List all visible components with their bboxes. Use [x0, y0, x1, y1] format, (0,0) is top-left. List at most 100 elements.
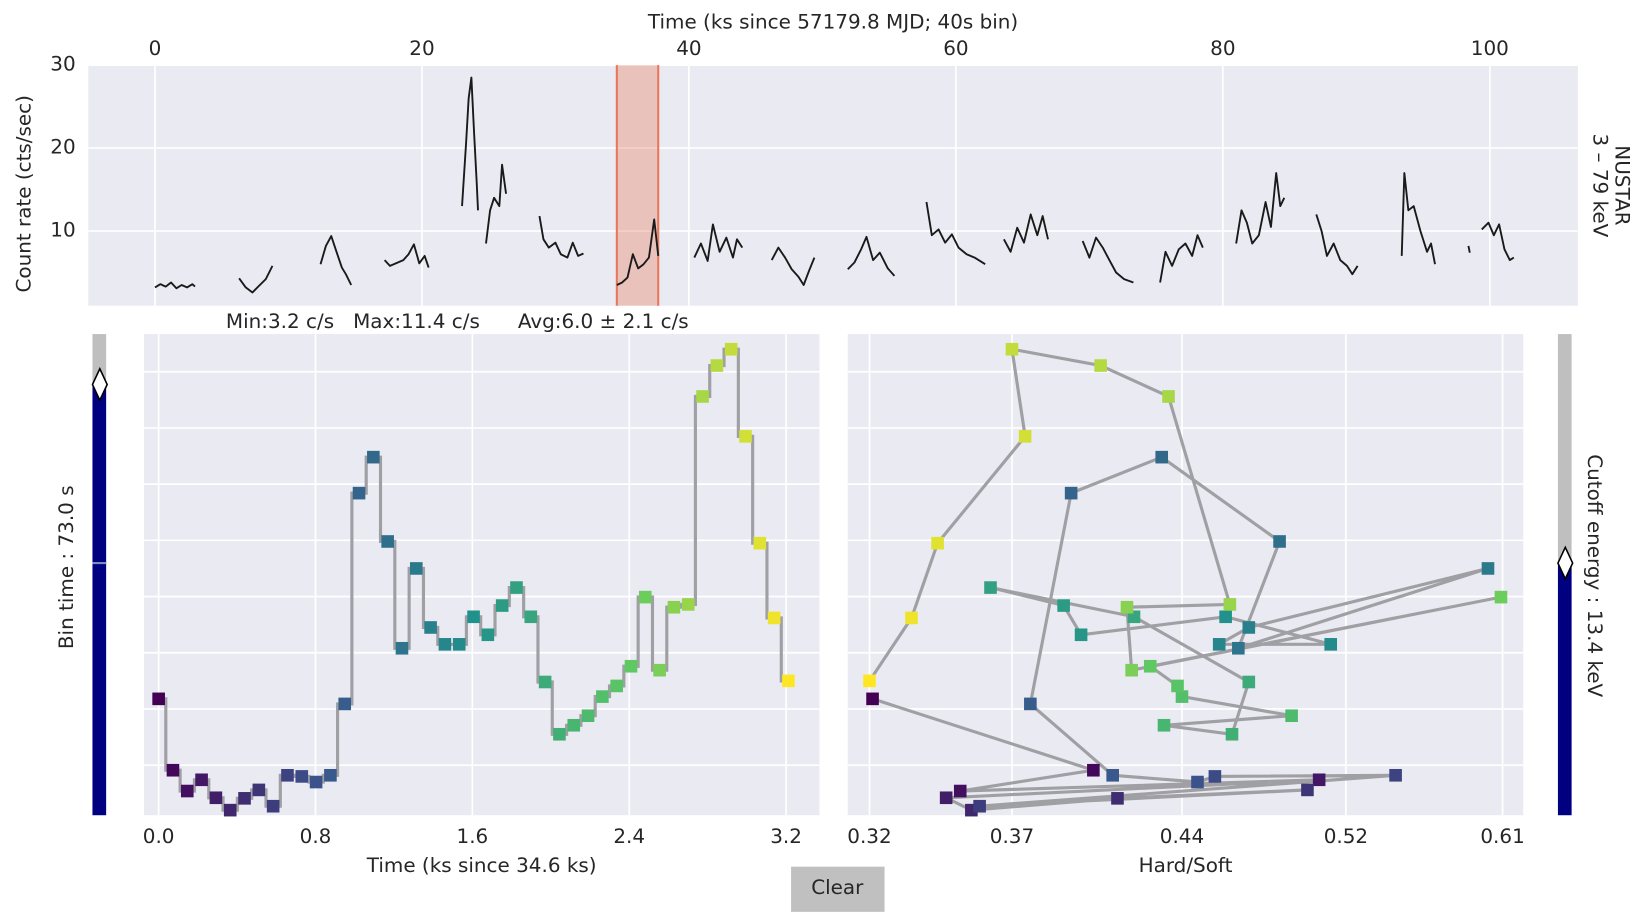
marker [1087, 763, 1100, 777]
marker [553, 727, 566, 741]
energy-slider[interactable] [1557, 334, 1574, 816]
marker [782, 674, 795, 688]
x-tick-label: 2.4 [613, 824, 645, 848]
x-tick-label: 0.52 [1324, 824, 1368, 848]
marker [467, 610, 480, 624]
x-tick-label: 20 [409, 36, 434, 60]
marker [1111, 792, 1124, 805]
marker [381, 535, 394, 548]
x-tick-label: 0.0 [143, 824, 175, 848]
marker [1018, 430, 1032, 443]
y-tick-label: 10 [50, 218, 75, 242]
marker [409, 562, 423, 575]
marker [1242, 621, 1256, 634]
marker [1219, 610, 1232, 624]
marker [1285, 709, 1298, 723]
marker [639, 590, 652, 604]
marker [939, 791, 953, 805]
marker [1024, 697, 1037, 711]
marker [1208, 770, 1222, 783]
slider-label: Bin time : 73.0 s [54, 485, 78, 649]
marker [1494, 590, 1508, 604]
x-tick-label: 100 [1471, 36, 1509, 60]
marker [338, 697, 352, 711]
marker [567, 718, 581, 732]
side-label: NUSTAR [1610, 145, 1634, 225]
marker [1094, 359, 1107, 372]
clear-button[interactable]: Clear [791, 866, 885, 912]
x-tick-label: 40 [676, 36, 701, 60]
marker [1175, 690, 1189, 703]
marker [905, 611, 918, 625]
bin-slider[interactable] [91, 334, 109, 816]
plot-layers: 0 20 40 60 80 100 10 20 30 Time (ks since 57179.8… [12, 10, 1635, 878]
marker [866, 692, 879, 706]
marker [352, 486, 366, 500]
plot-area [847, 334, 1524, 816]
button-label[interactable]: Clear [811, 875, 864, 899]
button-background[interactable] [791, 866, 885, 912]
slider-handle[interactable] [1557, 545, 1574, 581]
marker [984, 581, 997, 594]
marker [739, 430, 752, 443]
marker [152, 692, 165, 706]
x-tick-label: 0.61 [1480, 824, 1524, 848]
marker [953, 784, 967, 798]
marker [1157, 718, 1171, 732]
marker [266, 799, 280, 813]
marker [681, 598, 695, 611]
marker [223, 803, 237, 817]
marker [1127, 610, 1141, 624]
marker [1106, 768, 1120, 782]
marker [510, 581, 523, 594]
marker [424, 621, 437, 634]
slider-label: Cutoff energy : 13.4 keV [1583, 454, 1607, 697]
slider-handle[interactable] [91, 366, 109, 403]
plot-area [143, 334, 820, 816]
marker [1125, 663, 1138, 677]
x-tick-label: 0.8 [300, 824, 332, 848]
plot-area [88, 65, 1578, 306]
marker [481, 628, 495, 642]
marker [1301, 783, 1314, 797]
x-tick-label: 60 [943, 36, 968, 60]
x-tick-label: 0.44 [1160, 824, 1204, 848]
marker [324, 768, 337, 782]
x-tick-label: 80 [1210, 36, 1235, 60]
y-axis-label: Count rate (cts/sec) [12, 95, 36, 292]
x-tick-label: 3.2 [770, 824, 802, 848]
x-axis-label: Time (ks since 34.6 ks) [366, 853, 597, 877]
x-tick-label: 0 [149, 36, 162, 60]
marker [1064, 486, 1078, 500]
marker [696, 390, 709, 403]
stats-annotation: Min:3.2 c/s Max:11.4 c/s Avg:6.0 ± 2.1 c… [226, 309, 689, 333]
marker [581, 709, 595, 723]
selection-span [616, 65, 659, 306]
marker [524, 610, 538, 624]
x-tick-label: 0.37 [990, 824, 1034, 848]
marker [653, 663, 666, 677]
marker [281, 768, 294, 782]
marker [180, 784, 194, 798]
marker [667, 600, 681, 614]
marker [596, 690, 609, 703]
marker [1212, 638, 1226, 651]
marker [1162, 390, 1175, 403]
marker [1232, 641, 1245, 655]
marker [166, 763, 180, 777]
slider-fill [1557, 563, 1572, 816]
marker [238, 792, 251, 805]
marker [1225, 727, 1239, 741]
x-tick-label: 1.6 [457, 824, 489, 848]
marker [753, 536, 767, 550]
marker [495, 599, 509, 612]
x-tick-label: 0.32 [847, 824, 891, 848]
marker [1324, 638, 1338, 651]
slider-fill [92, 384, 107, 816]
marker [710, 359, 724, 372]
marker [1143, 659, 1157, 673]
y-tick-label: 30 [50, 52, 75, 76]
marker [367, 450, 380, 464]
y-tick-label: 20 [50, 135, 75, 159]
